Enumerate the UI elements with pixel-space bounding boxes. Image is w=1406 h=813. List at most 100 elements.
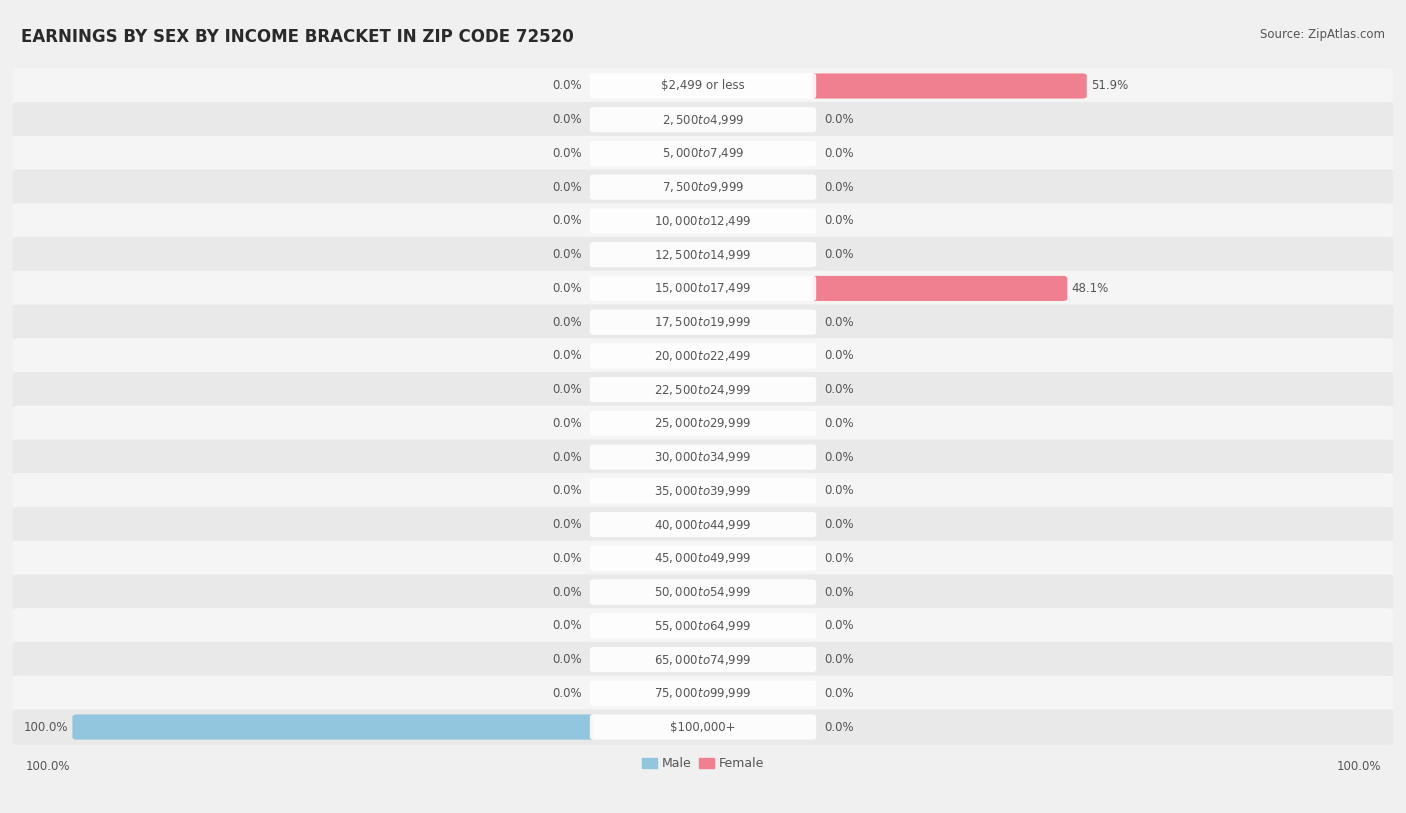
Text: 0.0%: 0.0% — [551, 282, 582, 295]
FancyBboxPatch shape — [13, 473, 1393, 509]
FancyBboxPatch shape — [591, 377, 815, 402]
FancyBboxPatch shape — [13, 406, 1393, 441]
Text: 0.0%: 0.0% — [551, 450, 582, 463]
FancyBboxPatch shape — [591, 546, 815, 571]
FancyBboxPatch shape — [591, 208, 815, 233]
FancyBboxPatch shape — [73, 715, 593, 740]
Text: 0.0%: 0.0% — [551, 350, 582, 363]
Text: 0.0%: 0.0% — [551, 653, 582, 666]
Text: 0.0%: 0.0% — [551, 80, 582, 93]
Text: $20,000 to $22,499: $20,000 to $22,499 — [654, 349, 752, 363]
Text: $5,000 to $7,499: $5,000 to $7,499 — [662, 146, 744, 160]
Text: 0.0%: 0.0% — [824, 248, 855, 261]
FancyBboxPatch shape — [591, 73, 815, 98]
Text: 0.0%: 0.0% — [551, 620, 582, 633]
Text: 0.0%: 0.0% — [824, 315, 855, 328]
FancyBboxPatch shape — [591, 680, 815, 706]
Text: 0.0%: 0.0% — [551, 552, 582, 565]
Text: 100.0%: 100.0% — [1336, 760, 1381, 773]
FancyBboxPatch shape — [591, 478, 815, 503]
Text: 0.0%: 0.0% — [824, 552, 855, 565]
Text: 100.0%: 100.0% — [25, 760, 70, 773]
FancyBboxPatch shape — [13, 304, 1393, 340]
Text: 0.0%: 0.0% — [824, 147, 855, 160]
Text: 100.0%: 100.0% — [24, 720, 67, 733]
Text: EARNINGS BY SEX BY INCOME BRACKET IN ZIP CODE 72520: EARNINGS BY SEX BY INCOME BRACKET IN ZIP… — [21, 28, 574, 46]
FancyBboxPatch shape — [13, 676, 1393, 711]
FancyBboxPatch shape — [591, 242, 815, 267]
FancyBboxPatch shape — [591, 175, 815, 200]
FancyBboxPatch shape — [13, 170, 1393, 205]
Text: 0.0%: 0.0% — [551, 687, 582, 700]
Text: $50,000 to $54,999: $50,000 to $54,999 — [654, 585, 752, 599]
FancyBboxPatch shape — [591, 107, 815, 133]
Text: $35,000 to $39,999: $35,000 to $39,999 — [654, 484, 752, 498]
Text: $75,000 to $99,999: $75,000 to $99,999 — [654, 686, 752, 700]
FancyBboxPatch shape — [591, 141, 815, 166]
FancyBboxPatch shape — [813, 276, 1067, 301]
Text: 0.0%: 0.0% — [551, 215, 582, 228]
FancyBboxPatch shape — [13, 68, 1393, 104]
FancyBboxPatch shape — [13, 507, 1393, 542]
FancyBboxPatch shape — [13, 203, 1393, 239]
FancyBboxPatch shape — [591, 276, 815, 301]
Text: 0.0%: 0.0% — [824, 350, 855, 363]
Text: 0.0%: 0.0% — [824, 518, 855, 531]
Text: 0.0%: 0.0% — [824, 687, 855, 700]
Text: $22,500 to $24,999: $22,500 to $24,999 — [654, 383, 752, 397]
Text: 0.0%: 0.0% — [824, 215, 855, 228]
FancyBboxPatch shape — [13, 237, 1393, 272]
FancyBboxPatch shape — [13, 271, 1393, 306]
Text: 0.0%: 0.0% — [551, 383, 582, 396]
Text: 0.0%: 0.0% — [824, 585, 855, 598]
Text: 51.9%: 51.9% — [1091, 80, 1128, 93]
Text: 0.0%: 0.0% — [824, 383, 855, 396]
Text: $2,499 or less: $2,499 or less — [661, 80, 745, 93]
Text: 0.0%: 0.0% — [551, 585, 582, 598]
Legend: Male, Female: Male, Female — [637, 752, 769, 775]
Text: 0.0%: 0.0% — [824, 113, 855, 126]
Text: Source: ZipAtlas.com: Source: ZipAtlas.com — [1260, 28, 1385, 41]
FancyBboxPatch shape — [13, 541, 1393, 576]
Text: $45,000 to $49,999: $45,000 to $49,999 — [654, 551, 752, 565]
Text: 0.0%: 0.0% — [551, 113, 582, 126]
FancyBboxPatch shape — [591, 445, 815, 470]
FancyBboxPatch shape — [13, 136, 1393, 171]
FancyBboxPatch shape — [591, 647, 815, 672]
Text: $25,000 to $29,999: $25,000 to $29,999 — [654, 416, 752, 430]
Text: $2,500 to $4,999: $2,500 to $4,999 — [662, 113, 744, 127]
FancyBboxPatch shape — [591, 580, 815, 605]
Text: 0.0%: 0.0% — [824, 485, 855, 498]
FancyBboxPatch shape — [13, 574, 1393, 610]
Text: 0.0%: 0.0% — [824, 720, 855, 733]
Text: $40,000 to $44,999: $40,000 to $44,999 — [654, 518, 752, 532]
FancyBboxPatch shape — [13, 709, 1393, 745]
FancyBboxPatch shape — [591, 411, 815, 436]
FancyBboxPatch shape — [13, 642, 1393, 677]
FancyBboxPatch shape — [591, 310, 815, 335]
Text: 0.0%: 0.0% — [824, 450, 855, 463]
FancyBboxPatch shape — [591, 512, 815, 537]
Text: 0.0%: 0.0% — [551, 485, 582, 498]
FancyBboxPatch shape — [13, 608, 1393, 644]
Text: $10,000 to $12,499: $10,000 to $12,499 — [654, 214, 752, 228]
FancyBboxPatch shape — [13, 102, 1393, 137]
Text: 0.0%: 0.0% — [551, 147, 582, 160]
FancyBboxPatch shape — [13, 439, 1393, 475]
Text: 0.0%: 0.0% — [824, 620, 855, 633]
Text: 0.0%: 0.0% — [824, 417, 855, 430]
Text: 0.0%: 0.0% — [824, 653, 855, 666]
FancyBboxPatch shape — [813, 73, 1087, 98]
Text: 0.0%: 0.0% — [551, 180, 582, 193]
Text: $15,000 to $17,499: $15,000 to $17,499 — [654, 281, 752, 295]
FancyBboxPatch shape — [591, 715, 815, 740]
Text: $100,000+: $100,000+ — [671, 720, 735, 733]
FancyBboxPatch shape — [13, 372, 1393, 407]
Text: 0.0%: 0.0% — [551, 248, 582, 261]
Text: 0.0%: 0.0% — [551, 315, 582, 328]
Text: $55,000 to $64,999: $55,000 to $64,999 — [654, 619, 752, 633]
FancyBboxPatch shape — [591, 343, 815, 368]
Text: $17,500 to $19,999: $17,500 to $19,999 — [654, 315, 752, 329]
Text: 48.1%: 48.1% — [1071, 282, 1109, 295]
Text: $30,000 to $34,999: $30,000 to $34,999 — [654, 450, 752, 464]
